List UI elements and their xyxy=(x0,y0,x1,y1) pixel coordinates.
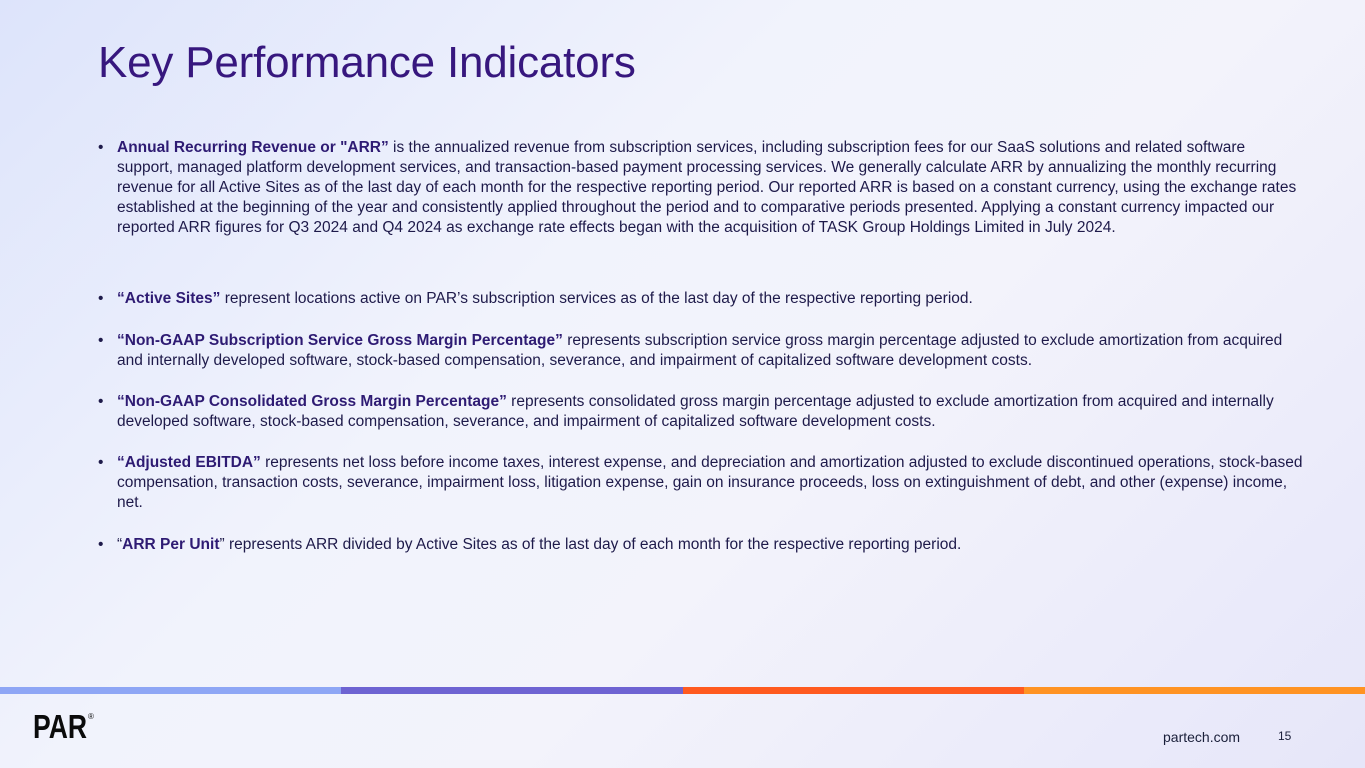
stripe-segment xyxy=(0,687,342,694)
bullet-active-sites: • “Active Sites” represent locations act… xyxy=(98,289,1303,309)
bullet-arr-per-unit: • “ARR Per Unit” represents ARR divided … xyxy=(98,535,1303,555)
logo-wordmark: PAR xyxy=(33,710,87,740)
bullet-point-icon: • xyxy=(98,454,104,471)
kpi-definition: represents subscription service gross ma… xyxy=(117,332,1283,369)
kpi-definition: ” represents ARR divided by Active Sites… xyxy=(219,536,962,553)
bullet-arr: • Annual Recurring Revenue or "ARR” is t… xyxy=(98,138,1303,238)
bullet-consolidated-gross-margin: • “Non-GAAP Consolidated Gross Margin Pe… xyxy=(98,392,1303,432)
registered-mark: ® xyxy=(88,712,94,721)
bullet-point-icon: • xyxy=(98,139,104,156)
kpi-definition: represents net loss before income taxes,… xyxy=(117,454,1303,511)
kpi-term: ARR Per Unit xyxy=(122,536,220,553)
bullet-pre: “ xyxy=(117,536,123,553)
kpi-definition: represent locations active on PAR’s subs… xyxy=(220,290,973,307)
stripe-segment xyxy=(682,687,1024,694)
bullet-point-icon: • xyxy=(98,536,104,553)
bullet-subscription-gross-margin: • “Non-GAAP Subscription Service Gross M… xyxy=(98,331,1303,371)
kpi-term: “Adjusted EBITDA” xyxy=(117,454,261,471)
stripe-segment xyxy=(341,687,683,694)
kpi-term: “Non-GAAP Subscription Service Gross Mar… xyxy=(117,332,563,349)
kpi-term: Annual Recurring Revenue or "ARR” xyxy=(117,139,389,156)
color-stripe xyxy=(0,687,1365,694)
bullet-adjusted-ebitda: • “Adjusted EBITDA” represents net loss … xyxy=(98,453,1303,513)
page-number: 15 xyxy=(1278,729,1292,743)
kpi-definition: is the annualized revenue from subscript… xyxy=(117,139,1297,236)
par-logo: PAR ® xyxy=(33,710,94,740)
kpi-definition: represents consolidated gross margin per… xyxy=(117,393,1274,430)
kpi-term: “Active Sites” xyxy=(117,290,221,307)
kpi-term: “Non-GAAP Consolidated Gross Margin Perc… xyxy=(117,393,507,410)
stripe-segment xyxy=(1023,687,1365,694)
website-link[interactable]: partech.com xyxy=(1163,729,1241,745)
bullet-point-icon: • xyxy=(98,393,104,410)
bullet-point-icon: • xyxy=(98,290,104,307)
slide-title: Key Performance Indicators xyxy=(98,38,636,87)
bullet-point-icon: • xyxy=(98,332,104,349)
